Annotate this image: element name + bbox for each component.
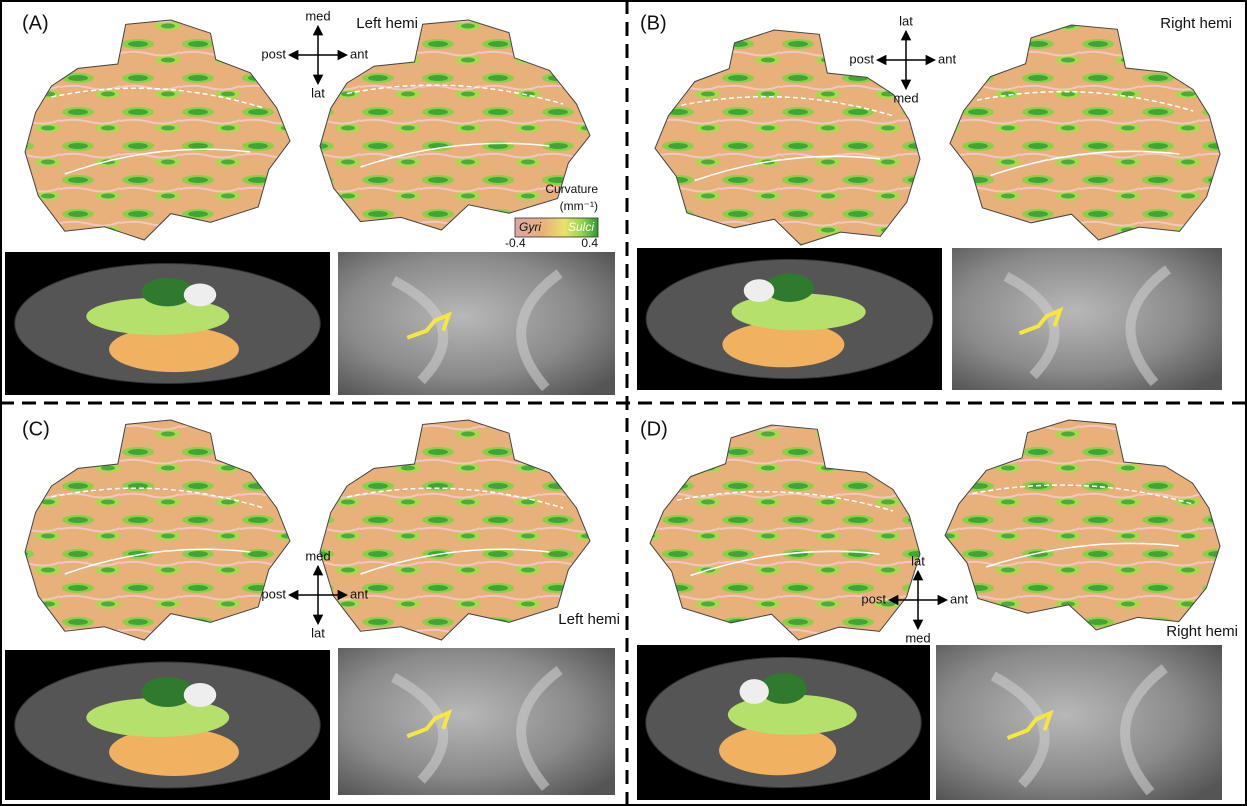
colorbar-low: Gyri bbox=[519, 220, 541, 234]
direction-label: med bbox=[893, 90, 918, 105]
flatmap bbox=[945, 420, 1220, 630]
direction-label: lat bbox=[311, 625, 325, 640]
direction-label: lat bbox=[899, 13, 913, 28]
direction-label: ant bbox=[950, 591, 968, 606]
panel-label: (B) bbox=[640, 12, 667, 34]
figure: (A) med lat post ant Left hemi (B) lat med post an… bbox=[0, 0, 1247, 806]
mri-slice bbox=[952, 248, 1222, 390]
colorbar-title: Curvature bbox=[545, 182, 598, 196]
region bbox=[184, 283, 217, 306]
direction-label: med bbox=[905, 630, 930, 645]
hemisphere-label: Left hemi bbox=[356, 15, 418, 32]
direction-label: post bbox=[849, 51, 874, 66]
direction-label: post bbox=[261, 46, 286, 61]
flatmap bbox=[320, 420, 590, 640]
region bbox=[740, 679, 769, 704]
flatmap bbox=[25, 20, 290, 240]
flatmap bbox=[655, 30, 920, 245]
flatmap bbox=[650, 425, 920, 640]
panel-label: (C) bbox=[22, 418, 50, 440]
direction-label: post bbox=[861, 591, 886, 606]
flatmap bbox=[25, 420, 290, 640]
colorbar-unit: (mm⁻¹) bbox=[560, 199, 598, 213]
hemisphere-label: Right hemi bbox=[1160, 15, 1232, 32]
direction-label: med bbox=[305, 8, 330, 23]
mri-slice bbox=[936, 645, 1222, 800]
flatmap bbox=[950, 25, 1220, 240]
direction-label: med bbox=[305, 548, 330, 563]
panel-label: (D) bbox=[640, 418, 668, 440]
colorbar-max: 0.4 bbox=[581, 236, 598, 250]
hemisphere-label: Right hemi bbox=[1166, 623, 1238, 640]
mri-slice bbox=[338, 648, 615, 795]
direction-label: lat bbox=[311, 85, 325, 100]
hemisphere-label: Left hemi bbox=[558, 611, 620, 628]
colorbar-min: -0.4 bbox=[505, 236, 526, 250]
region bbox=[184, 683, 217, 707]
direction-label: ant bbox=[350, 586, 368, 601]
direction-label: post bbox=[261, 586, 286, 601]
region bbox=[744, 279, 775, 302]
direction-label: ant bbox=[938, 51, 956, 66]
direction-label: ant bbox=[350, 46, 368, 61]
panel-label: (A) bbox=[22, 12, 49, 34]
direction-label: lat bbox=[911, 553, 925, 568]
colorbar-high: Sulci bbox=[568, 220, 594, 234]
mri-slice bbox=[338, 252, 615, 395]
